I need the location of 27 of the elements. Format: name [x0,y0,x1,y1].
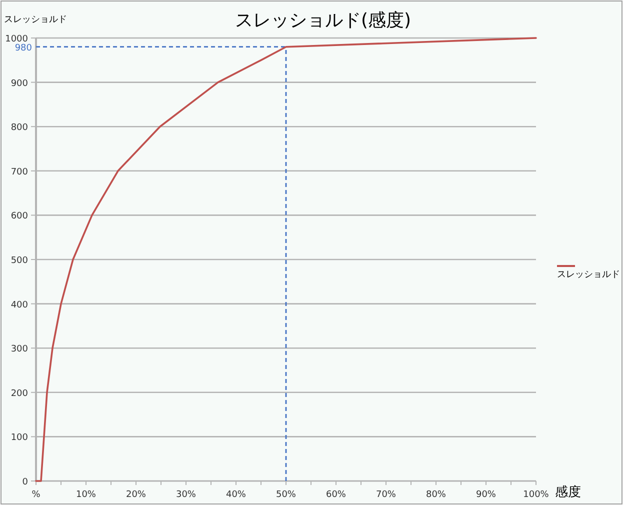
x-axis-title: 感度 [555,484,581,500]
x-tick-label: 100% [523,490,550,500]
ref-line-label: 980 [14,43,32,54]
y-tick-label: 400 [10,300,28,310]
y-tick-label: 700 [10,167,28,178]
x-tick-label: 40% [226,490,246,500]
x-tick-label: 70% [376,490,396,500]
x-tick-label: 30% [176,490,196,500]
y-axis-title: スレッショルド [4,15,67,25]
y-tick-label: 200 [10,388,28,399]
y-tick-label: 300 [10,344,28,355]
y-tick-label: 1000 [5,34,28,44]
legend-label: スレッショルド [557,270,620,280]
y-tick-label: 500 [10,256,28,266]
x-tick-label: 80% [426,490,446,500]
x-tick-label: 90% [476,490,496,500]
x-tick-label: 20% [126,490,146,500]
y-tick-label: 100 [10,433,28,444]
y-tick-label: 900 [10,78,28,89]
chart-title: スレッショルド(感度) [234,10,412,31]
x-tick-label: % [32,490,41,500]
y-tick-label: 800 [10,123,28,134]
y-tick-label: 600 [10,212,28,222]
y-tick-label: 0 [22,478,28,488]
x-tick-label: 10% [76,490,96,500]
x-tick-label: 60% [326,490,346,500]
x-tick-label: 50% [276,490,296,500]
